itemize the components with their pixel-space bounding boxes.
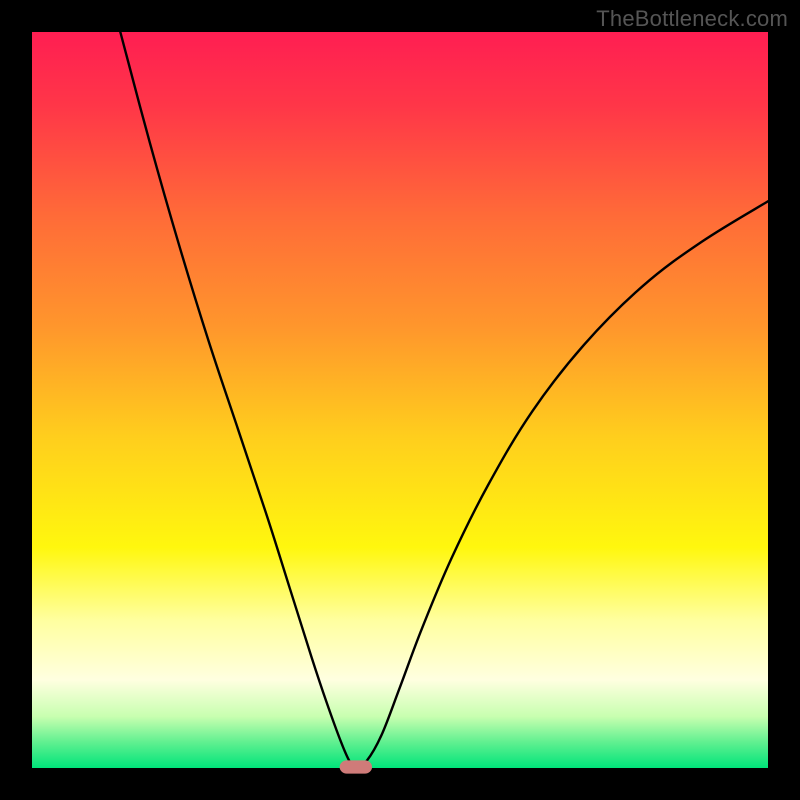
optimum-marker xyxy=(340,760,372,773)
plot-area xyxy=(32,32,768,768)
watermark-text: TheBottleneck.com xyxy=(596,6,788,32)
bottleneck-chart xyxy=(0,0,800,800)
chart-container: TheBottleneck.com xyxy=(0,0,800,800)
